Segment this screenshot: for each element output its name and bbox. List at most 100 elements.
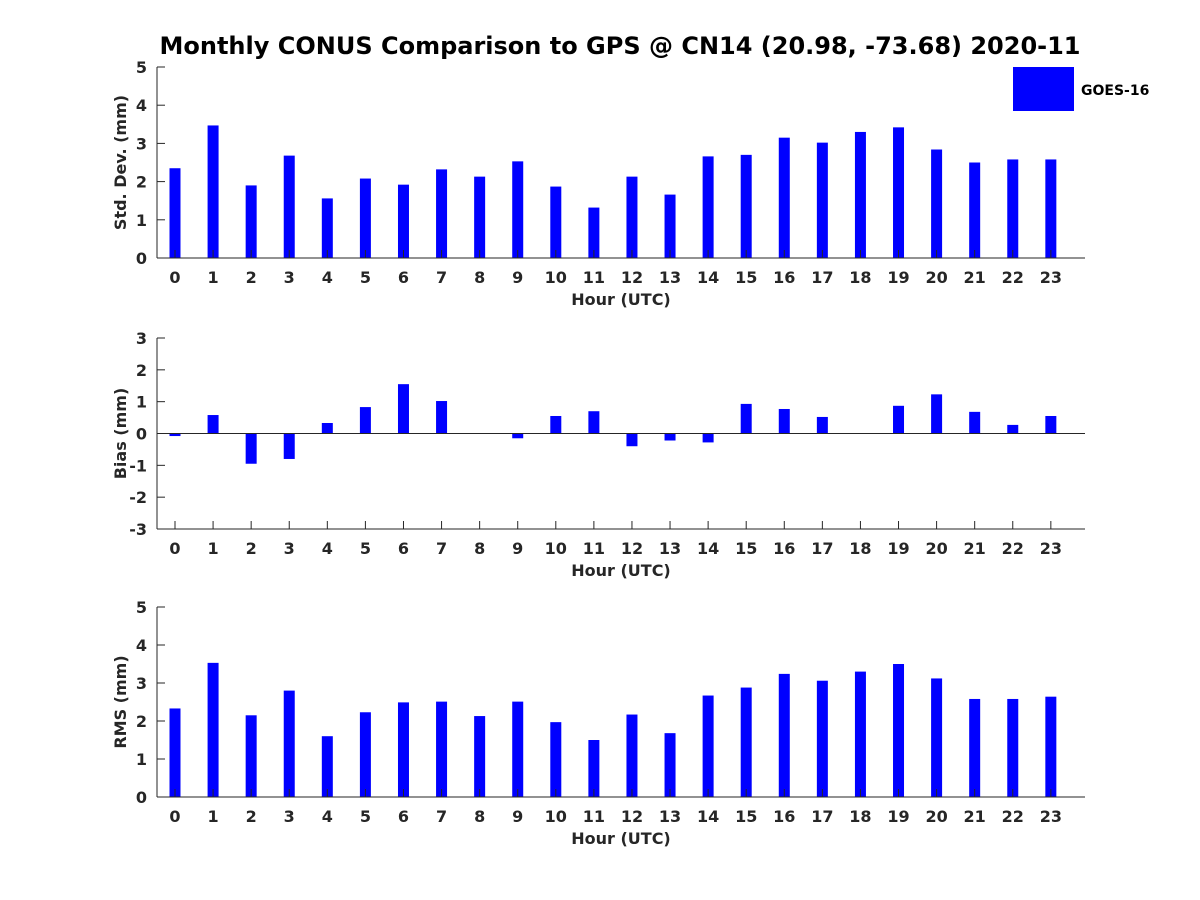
- std-dev-bar-20: [931, 149, 943, 258]
- bias-x-tick-label: 18: [849, 539, 871, 558]
- rms-bar-20: [931, 678, 943, 797]
- rms-x-tick-label: 2: [246, 807, 257, 826]
- rms-x-tick-label: 23: [1040, 807, 1062, 826]
- bias-bar-15: [740, 403, 752, 434]
- std-dev-x-tick-label: 17: [811, 268, 833, 287]
- std-dev-bar-4: [321, 198, 333, 258]
- rms-x-tick-label: 20: [925, 807, 947, 826]
- bias-y-axis-label: Bias (mm): [111, 388, 130, 480]
- rms-x-tick-label: 3: [284, 807, 295, 826]
- std-dev-x-tick-label: 2: [246, 268, 257, 287]
- std-dev-bar-6: [397, 184, 409, 258]
- figure-title: Monthly CONUS Comparison to GPS @ CN14 (…: [160, 32, 1081, 60]
- std-dev-bar-2: [245, 185, 257, 258]
- bias-bar-19: [893, 405, 905, 434]
- std-dev-bar-13: [664, 194, 676, 258]
- rms-bar-9: [512, 701, 524, 797]
- rms-x-tick-label: 12: [621, 807, 643, 826]
- rms-bar-17: [816, 680, 828, 797]
- rms-bar-2: [245, 715, 257, 797]
- bias-x-tick-label: 16: [773, 539, 795, 558]
- std-dev-bar-14: [702, 156, 714, 258]
- std-dev-bar-17: [816, 142, 828, 258]
- rms-x-tick-label: 14: [697, 807, 719, 826]
- bias-x-tick-label: 1: [208, 539, 219, 558]
- legend-label: GOES-16: [1081, 83, 1149, 99]
- std-dev-x-tick-label: 20: [925, 268, 947, 287]
- std-dev-y-tick-label: 2: [136, 173, 147, 192]
- rms-bar-1: [207, 662, 219, 797]
- bias-bar-10: [550, 415, 562, 434]
- std-dev-bar-18: [854, 131, 866, 258]
- std-dev-y-tick-label: 3: [136, 134, 147, 153]
- std-dev-x-tick-label: 8: [474, 268, 485, 287]
- legend-swatch: [1013, 67, 1074, 111]
- bias-x-tick-label: 6: [398, 539, 409, 558]
- rms-x-tick-label: 10: [545, 807, 567, 826]
- rms-x-axis-label: Hour (UTC): [571, 829, 671, 848]
- bias-y-tick-label: -1: [129, 456, 147, 475]
- std-dev-bar-5: [359, 178, 371, 258]
- std-dev-x-tick-label: 3: [284, 268, 295, 287]
- std-dev-x-tick-label: 5: [360, 268, 371, 287]
- std-dev-x-tick-label: 18: [849, 268, 871, 287]
- std-dev-bar-9: [512, 161, 524, 258]
- rms-bar-10: [550, 722, 562, 797]
- bias-x-tick-label: 12: [621, 539, 643, 558]
- bias-y-tick-label: 3: [136, 329, 147, 348]
- std-dev-x-tick-label: 9: [512, 268, 523, 287]
- std-dev-x-tick-label: 13: [659, 268, 681, 287]
- bias-bar-3: [283, 433, 295, 459]
- bias-x-tick-label: 20: [925, 539, 947, 558]
- bias-bar-16: [778, 408, 790, 434]
- bias-bar-4: [321, 422, 333, 434]
- std-dev-x-tick-label: 4: [322, 268, 333, 287]
- rms-x-tick-label: 13: [659, 807, 681, 826]
- bias-bar-5: [359, 407, 371, 434]
- rms-x-tick-label: 17: [811, 807, 833, 826]
- bias-x-tick-label: 4: [322, 539, 333, 558]
- bias-bar-23: [1045, 415, 1057, 434]
- std-dev-bar-23: [1045, 159, 1057, 258]
- bias-y-tick-label: 2: [136, 361, 147, 380]
- rms-x-tick-label: 5: [360, 807, 371, 826]
- std-dev-x-tick-label: 10: [545, 268, 567, 287]
- rms-bar-11: [588, 740, 600, 797]
- std-dev-y-tick-label: 4: [136, 96, 147, 115]
- rms-bar-8: [474, 716, 486, 797]
- bias-x-tick-label: 9: [512, 539, 523, 558]
- bias-y-tick-label: -3: [129, 520, 147, 539]
- rms-bar-18: [854, 671, 866, 797]
- std-dev-x-tick-label: 6: [398, 268, 409, 287]
- bias-x-tick-label: 7: [436, 539, 447, 558]
- bias-x-tick-label: 14: [697, 539, 719, 558]
- rms-x-tick-label: 18: [849, 807, 871, 826]
- rms-bar-6: [397, 702, 409, 797]
- rms-bar-5: [359, 712, 371, 797]
- std-dev-y-tick-label: 0: [136, 249, 147, 268]
- rms-y-tick-label: 5: [136, 598, 147, 617]
- std-dev-x-tick-label: 0: [169, 268, 180, 287]
- std-dev-y-axis-label: Std. Dev. (mm): [111, 95, 130, 230]
- bias-x-tick-label: 23: [1040, 539, 1062, 558]
- rms-bar-3: [283, 690, 295, 797]
- bias-x-axis-label: Hour (UTC): [571, 561, 671, 580]
- bias-bar-12: [626, 433, 638, 447]
- bias-bar-9: [512, 433, 524, 439]
- bias-x-tick-label: 2: [246, 539, 257, 558]
- std-dev-x-axis-label: Hour (UTC): [571, 290, 671, 309]
- bias-bar-17: [816, 416, 828, 434]
- std-dev-bar-8: [474, 176, 486, 258]
- bias-x-tick-label: 11: [583, 539, 605, 558]
- rms-y-tick-label: 3: [136, 674, 147, 693]
- std-dev-bar-0: [169, 168, 181, 258]
- bias-bar-6: [397, 384, 409, 434]
- rms-bar-7: [436, 701, 448, 797]
- rms-x-tick-label: 19: [887, 807, 909, 826]
- std-dev-bar-1: [207, 125, 219, 258]
- rms-x-tick-label: 11: [583, 807, 605, 826]
- std-dev-bar-15: [740, 154, 752, 258]
- std-dev-x-tick-label: 19: [887, 268, 909, 287]
- std-dev-bar-19: [893, 127, 905, 258]
